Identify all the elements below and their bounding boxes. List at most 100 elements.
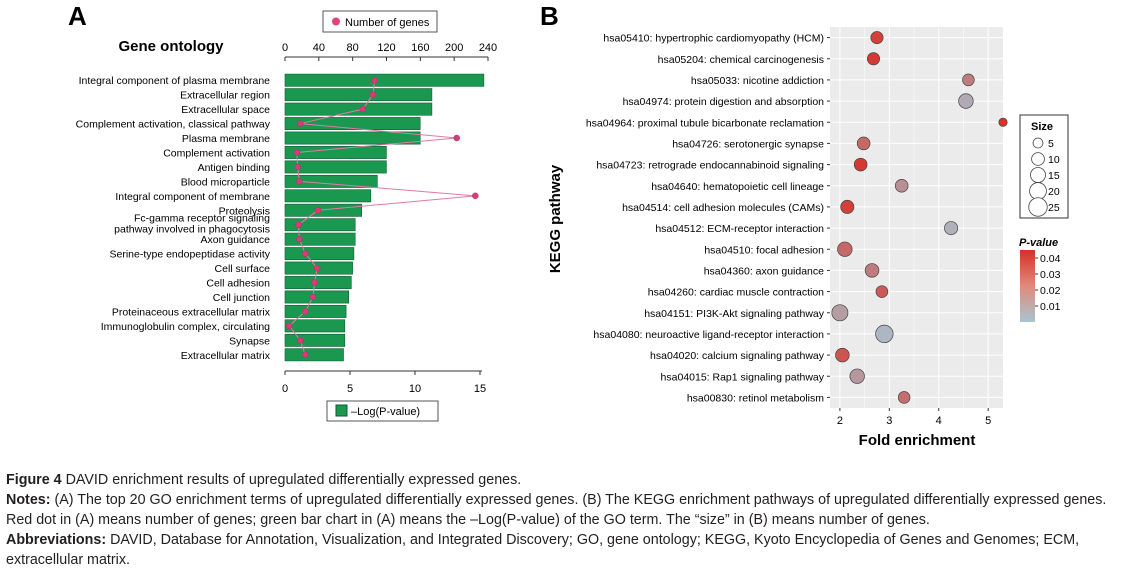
kegg-plot-panel [830, 27, 1003, 408]
kegg-x-tick-label: 3 [886, 415, 892, 427]
kegg-pathway-label: hsa04514: cell adhesion molecules (CAMs) [622, 202, 824, 214]
top-axis-tick-label: 160 [411, 42, 429, 54]
gene-count-dot [296, 235, 303, 243]
go-bar [284, 304, 347, 318]
go-category-label: Integral component of membrane [115, 191, 270, 203]
pvalue-legend: P-value 0.04 0.03 0.02 0.01 [1019, 237, 1061, 322]
kegg-pathway-label: hsa05204: chemical carcinogenesis [658, 54, 824, 66]
top-axis-tick-label: 0 [282, 42, 288, 54]
kegg-bubble [840, 199, 855, 214]
go-bar [284, 276, 352, 289]
panel-b-chart: hsa05410: hypertrophic cardiomyopathy (H… [586, 27, 1008, 427]
panel-a-chart: 0 40 80 120 160 200 240 0 5 10 15 Integral componen… [76, 42, 498, 395]
kegg-bubble [875, 285, 889, 298]
go-bar [284, 174, 378, 188]
gene-count-dot [302, 351, 309, 359]
figure-canvas: A Gene ontology Number of genes –Log(P-v… [68, 1, 1069, 449]
kegg-pathway-label: hsa04080: neuroactive ligand-receptor in… [593, 329, 824, 341]
go-bar [284, 160, 387, 174]
figure-caption: Figure 4 DAVID enrichment results of upr… [6, 470, 1122, 570]
kegg-pathway-label: hsa04512: ECM-receptor interaction [655, 223, 824, 235]
go-category-label: Antigen binding [198, 162, 271, 174]
gene-count-dot [296, 120, 304, 127]
caption-figure-text: DAVID enrichment results of upregulated … [61, 472, 522, 488]
top-axis-tick-label: 120 [377, 42, 395, 54]
pvalue-legend-tick-label: 0.02 [1040, 285, 1061, 297]
kegg-bubble [875, 324, 894, 344]
size-legend-circle [1031, 152, 1045, 166]
go-category-label: Cell adhesion [206, 278, 270, 290]
caption-figure-label: Figure 4 [6, 472, 62, 488]
go-category-label: Immunoglobulin complex, circulating [101, 321, 270, 333]
kegg-bubble [958, 93, 974, 109]
gene-count-dot [296, 337, 304, 344]
gene-count-dot [302, 250, 309, 257]
go-category-label: Proteolysis [219, 205, 270, 217]
go-category-label: Extracellular space [181, 104, 270, 116]
legend-number-of-genes: Number of genes [322, 10, 438, 33]
size-legend-circle [1029, 182, 1047, 200]
top-axis-tick-label: 200 [445, 42, 463, 54]
size-legend-circle [1030, 167, 1046, 183]
gene-count-dot [311, 279, 318, 286]
go-category-label: Integral component of plasma membrane [79, 75, 271, 87]
size-legend-title: Size [1031, 121, 1053, 133]
caption-abbrev-text: DAVID, Database for Annotation, Visualiz… [6, 532, 1080, 568]
kegg-pathway-label: hsa04015: Rap1 signaling pathway [661, 371, 825, 383]
kegg-bubble [856, 136, 871, 151]
panel-a-title: Gene ontology [119, 38, 225, 55]
go-category-label: Extracellular matrix [181, 350, 271, 362]
legend-bar-label: –Log(P-value) [351, 406, 420, 418]
size-legend-label: 15 [1048, 170, 1060, 182]
pvalue-legend-tick-label: 0.03 [1040, 269, 1061, 281]
kegg-bubble [870, 31, 884, 45]
kegg-pathway-label: hsa04360: axon guidance [704, 265, 824, 277]
pvalue-legend-tick-label: 0.01 [1040, 301, 1061, 313]
pvalue-legend-title: P-value [1019, 237, 1058, 249]
go-category-label: Fc-gamma receptor signaling pathway invol… [114, 213, 270, 236]
kegg-pathway-label: hsa04964: proximal tubule bicarbonate re… [586, 117, 824, 129]
go-bar [284, 348, 344, 362]
go-category-label: Complement activation, classical pathway [76, 119, 271, 131]
top-axis-tick-label: 80 [347, 42, 359, 54]
gene-count-dot [295, 221, 302, 228]
go-bar [284, 131, 421, 145]
gene-count-dot [302, 308, 309, 315]
kegg-bubble [853, 157, 868, 172]
gene-count-dot [294, 163, 301, 171]
caption-abbrev-label: Abbreviations: [6, 532, 107, 548]
gene-count-dot [313, 264, 321, 272]
bottom-axis-tick-label: 10 [409, 383, 421, 395]
go-bar [284, 73, 485, 87]
go-bar [284, 117, 421, 131]
go-category-label: Serine-type endopeptidase activity [109, 249, 270, 261]
kegg-bubble [944, 221, 959, 236]
go-category-label: Axon guidance [201, 234, 271, 246]
go-bar [284, 333, 346, 347]
caption-notes-text: (A) The top 20 GO enrichment terms of up… [6, 492, 1107, 528]
gene-count-dot [359, 105, 367, 113]
kegg-pathway-label: hsa04723: retrograde endocannabinoid sig… [596, 160, 824, 172]
panel-b-letter: B [540, 1, 559, 31]
gene-count-dot [293, 149, 301, 156]
kegg-bubble [962, 73, 975, 87]
kegg-x-tick-label: 5 [985, 415, 991, 427]
bottom-axis-tick-label: 0 [282, 383, 288, 395]
kegg-bubble [849, 368, 865, 384]
go-category-label: Cell surface [215, 263, 271, 275]
kegg-bubble [866, 52, 880, 66]
kegg-bubble [837, 241, 853, 257]
kegg-bubble [897, 391, 911, 404]
panel-b-xlabel: Fold enrichment [859, 432, 976, 449]
gene-count-dot [369, 91, 377, 98]
pvalue-colorbar [1020, 250, 1035, 322]
kegg-pathway-label: hsa04640: hematopoietic cell lineage [651, 181, 824, 193]
go-bar [284, 88, 433, 102]
kegg-bubble [831, 304, 849, 322]
go-bar [284, 319, 346, 333]
top-axis-tick-label: 240 [479, 42, 497, 54]
go-category-label: Cell junction [213, 292, 270, 304]
kegg-pathway-label: hsa00830: retinol metabolism [687, 392, 824, 404]
kegg-pathway-label: hsa04974: protein digestion and absorpti… [623, 96, 825, 108]
caption-notes-label: Notes: [6, 492, 51, 508]
